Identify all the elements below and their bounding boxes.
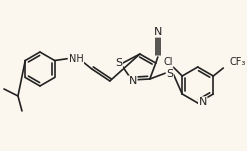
Text: S: S [166,69,173,79]
Text: NH: NH [68,54,83,64]
Text: S: S [115,58,123,68]
Text: N: N [199,97,207,107]
Text: N: N [154,27,162,37]
Text: Cl: Cl [164,57,173,67]
Text: CF₃: CF₃ [229,57,246,67]
Text: N: N [129,76,137,86]
